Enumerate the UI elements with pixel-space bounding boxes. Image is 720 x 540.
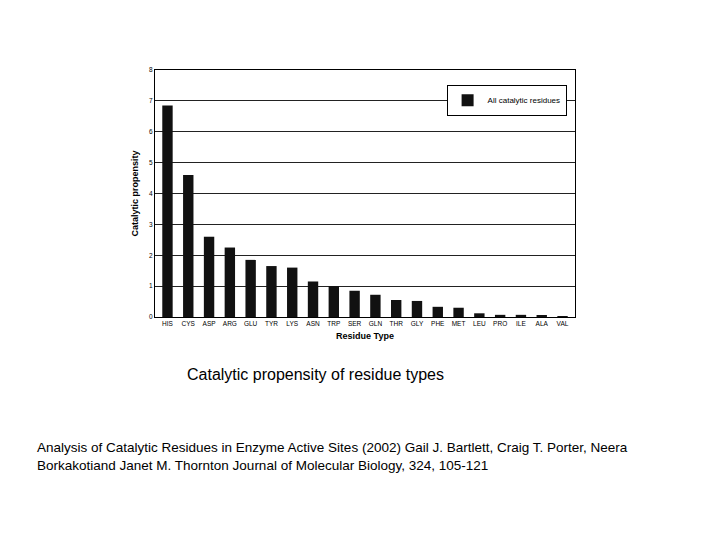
svg-text:CYS: CYS (182, 320, 196, 327)
svg-text:6: 6 (149, 128, 153, 135)
svg-text:ILE: ILE (516, 320, 526, 327)
svg-text:PHE: PHE (431, 320, 445, 327)
svg-text:TRP: TRP (327, 320, 340, 327)
svg-text:ASN: ASN (306, 320, 320, 327)
svg-text:1: 1 (149, 282, 153, 289)
svg-text:GLN: GLN (369, 320, 383, 327)
svg-text:All catalytic residues: All catalytic residues (488, 96, 560, 105)
svg-text:VAL: VAL (557, 320, 569, 327)
svg-text:GLY: GLY (411, 320, 424, 327)
svg-text:Analysis of Catalytic Residues: Analysis of Catalytic Residues in Enzyme… (37, 440, 628, 473)
svg-text:HIS: HIS (162, 320, 174, 327)
svg-text:GLU: GLU (244, 320, 258, 327)
svg-text:8: 8 (149, 66, 153, 73)
svg-text:PRO: PRO (493, 320, 507, 327)
svg-text:5: 5 (149, 159, 153, 166)
svg-text:THR: THR (390, 320, 404, 327)
svg-text:ALA: ALA (536, 320, 549, 327)
svg-text:ARG: ARG (223, 320, 237, 327)
svg-text:LYS: LYS (286, 320, 298, 327)
svg-text:SER: SER (348, 320, 362, 327)
svg-text:Catalytic propensity of residu: Catalytic propensity of residue types (187, 366, 444, 383)
svg-text:3: 3 (149, 221, 153, 228)
svg-text:7: 7 (149, 97, 153, 104)
svg-text:ASP: ASP (203, 320, 216, 327)
svg-text:2: 2 (149, 252, 153, 259)
svg-text:4: 4 (149, 190, 153, 197)
svg-text:0: 0 (149, 313, 153, 320)
svg-text:MET: MET (452, 320, 466, 327)
svg-text:LEU: LEU (473, 320, 486, 327)
svg-text:TYR: TYR (265, 320, 278, 327)
svg-text:Residue Type: Residue Type (336, 331, 394, 341)
svg-text:Catalytic propensity: Catalytic propensity (130, 150, 140, 236)
